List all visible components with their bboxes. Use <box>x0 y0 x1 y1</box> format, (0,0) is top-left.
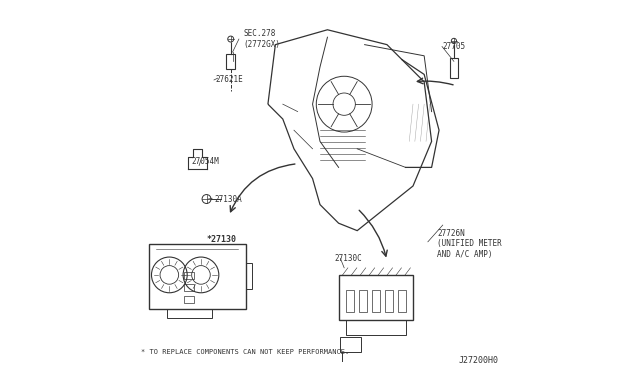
Text: 27054M: 27054M <box>191 157 220 166</box>
Text: J27200H0: J27200H0 <box>458 356 499 365</box>
Text: *27130: *27130 <box>207 235 237 244</box>
Bar <box>184 284 193 291</box>
Bar <box>246 263 252 289</box>
Bar <box>346 320 406 335</box>
Text: * TO REPLACE COMPONENTS CAN NOT KEEP PERFORMANCE.: * TO REPLACE COMPONENTS CAN NOT KEEP PER… <box>141 349 349 355</box>
Bar <box>339 275 413 320</box>
Text: SEC.278
(2772GX): SEC.278 (2772GX) <box>244 29 281 49</box>
Bar <box>184 296 193 303</box>
Text: 27130A: 27130A <box>214 195 242 203</box>
Bar <box>398 290 406 312</box>
Bar <box>184 272 193 279</box>
Bar <box>372 290 380 312</box>
Text: 27726N
(UNIFIED METER
AND A/C AMP): 27726N (UNIFIED METER AND A/C AMP) <box>437 229 502 259</box>
Bar <box>227 54 235 69</box>
Text: 27705: 27705 <box>443 42 466 51</box>
Text: 27130C: 27130C <box>335 254 363 263</box>
Bar <box>340 337 361 352</box>
Bar <box>168 309 212 318</box>
Bar <box>149 244 246 309</box>
Bar <box>346 290 354 312</box>
Bar <box>450 58 458 78</box>
Bar <box>359 290 367 312</box>
Bar <box>385 290 394 312</box>
Text: 27621E: 27621E <box>215 76 243 84</box>
